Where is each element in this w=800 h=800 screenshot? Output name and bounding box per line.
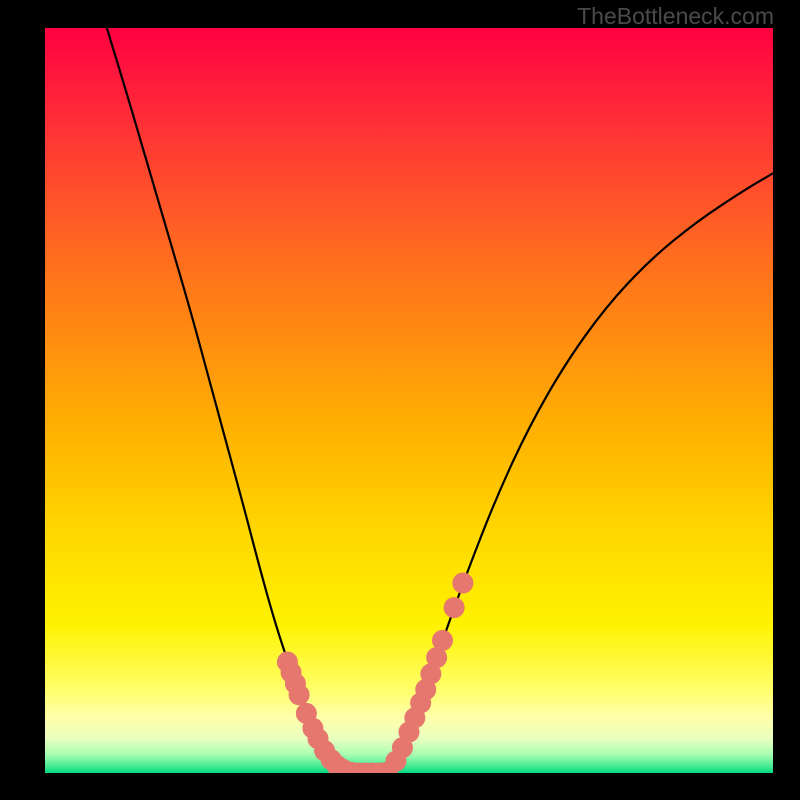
plot-background	[45, 28, 773, 773]
data-marker	[289, 685, 309, 705]
data-marker	[432, 630, 452, 650]
chart-stage: TheBottleneck.com	[0, 0, 800, 800]
data-marker	[453, 573, 473, 593]
data-marker	[444, 598, 464, 618]
chart-svg	[0, 0, 800, 800]
